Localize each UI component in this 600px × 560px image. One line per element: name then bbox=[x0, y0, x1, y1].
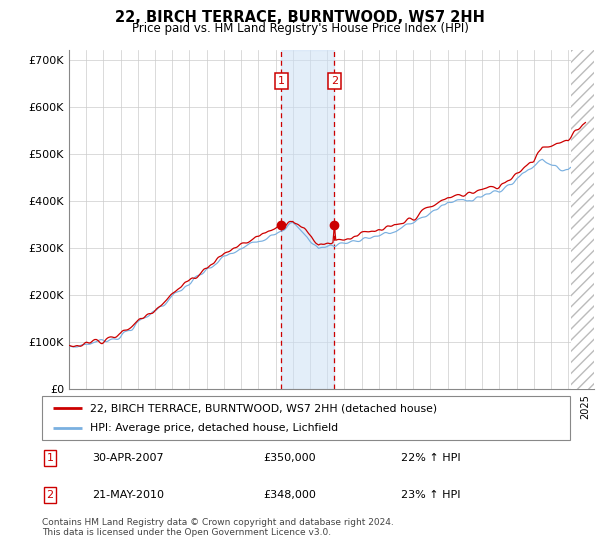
FancyBboxPatch shape bbox=[42, 396, 570, 440]
Text: 22, BIRCH TERRACE, BURNTWOOD, WS7 2HH (detached house): 22, BIRCH TERRACE, BURNTWOOD, WS7 2HH (d… bbox=[89, 403, 437, 413]
Bar bbox=[571, 50, 594, 389]
Text: 2: 2 bbox=[331, 76, 338, 86]
Text: 2: 2 bbox=[46, 490, 53, 500]
Text: £350,000: £350,000 bbox=[264, 453, 316, 463]
Text: HPI: Average price, detached house, Lichfield: HPI: Average price, detached house, Lich… bbox=[89, 423, 338, 433]
Text: 23% ↑ HPI: 23% ↑ HPI bbox=[401, 490, 461, 500]
Text: 21-MAY-2010: 21-MAY-2010 bbox=[92, 490, 164, 500]
Text: Price paid vs. HM Land Registry's House Price Index (HPI): Price paid vs. HM Land Registry's House … bbox=[131, 22, 469, 35]
Text: 1: 1 bbox=[46, 453, 53, 463]
Bar bbox=[281, 50, 334, 389]
Text: 22, BIRCH TERRACE, BURNTWOOD, WS7 2HH: 22, BIRCH TERRACE, BURNTWOOD, WS7 2HH bbox=[115, 10, 485, 25]
Text: 30-APR-2007: 30-APR-2007 bbox=[92, 453, 164, 463]
Text: 22% ↑ HPI: 22% ↑ HPI bbox=[401, 453, 461, 463]
Text: £348,000: £348,000 bbox=[264, 490, 317, 500]
Text: Contains HM Land Registry data © Crown copyright and database right 2024.
This d: Contains HM Land Registry data © Crown c… bbox=[42, 518, 394, 538]
Text: 1: 1 bbox=[278, 76, 285, 86]
